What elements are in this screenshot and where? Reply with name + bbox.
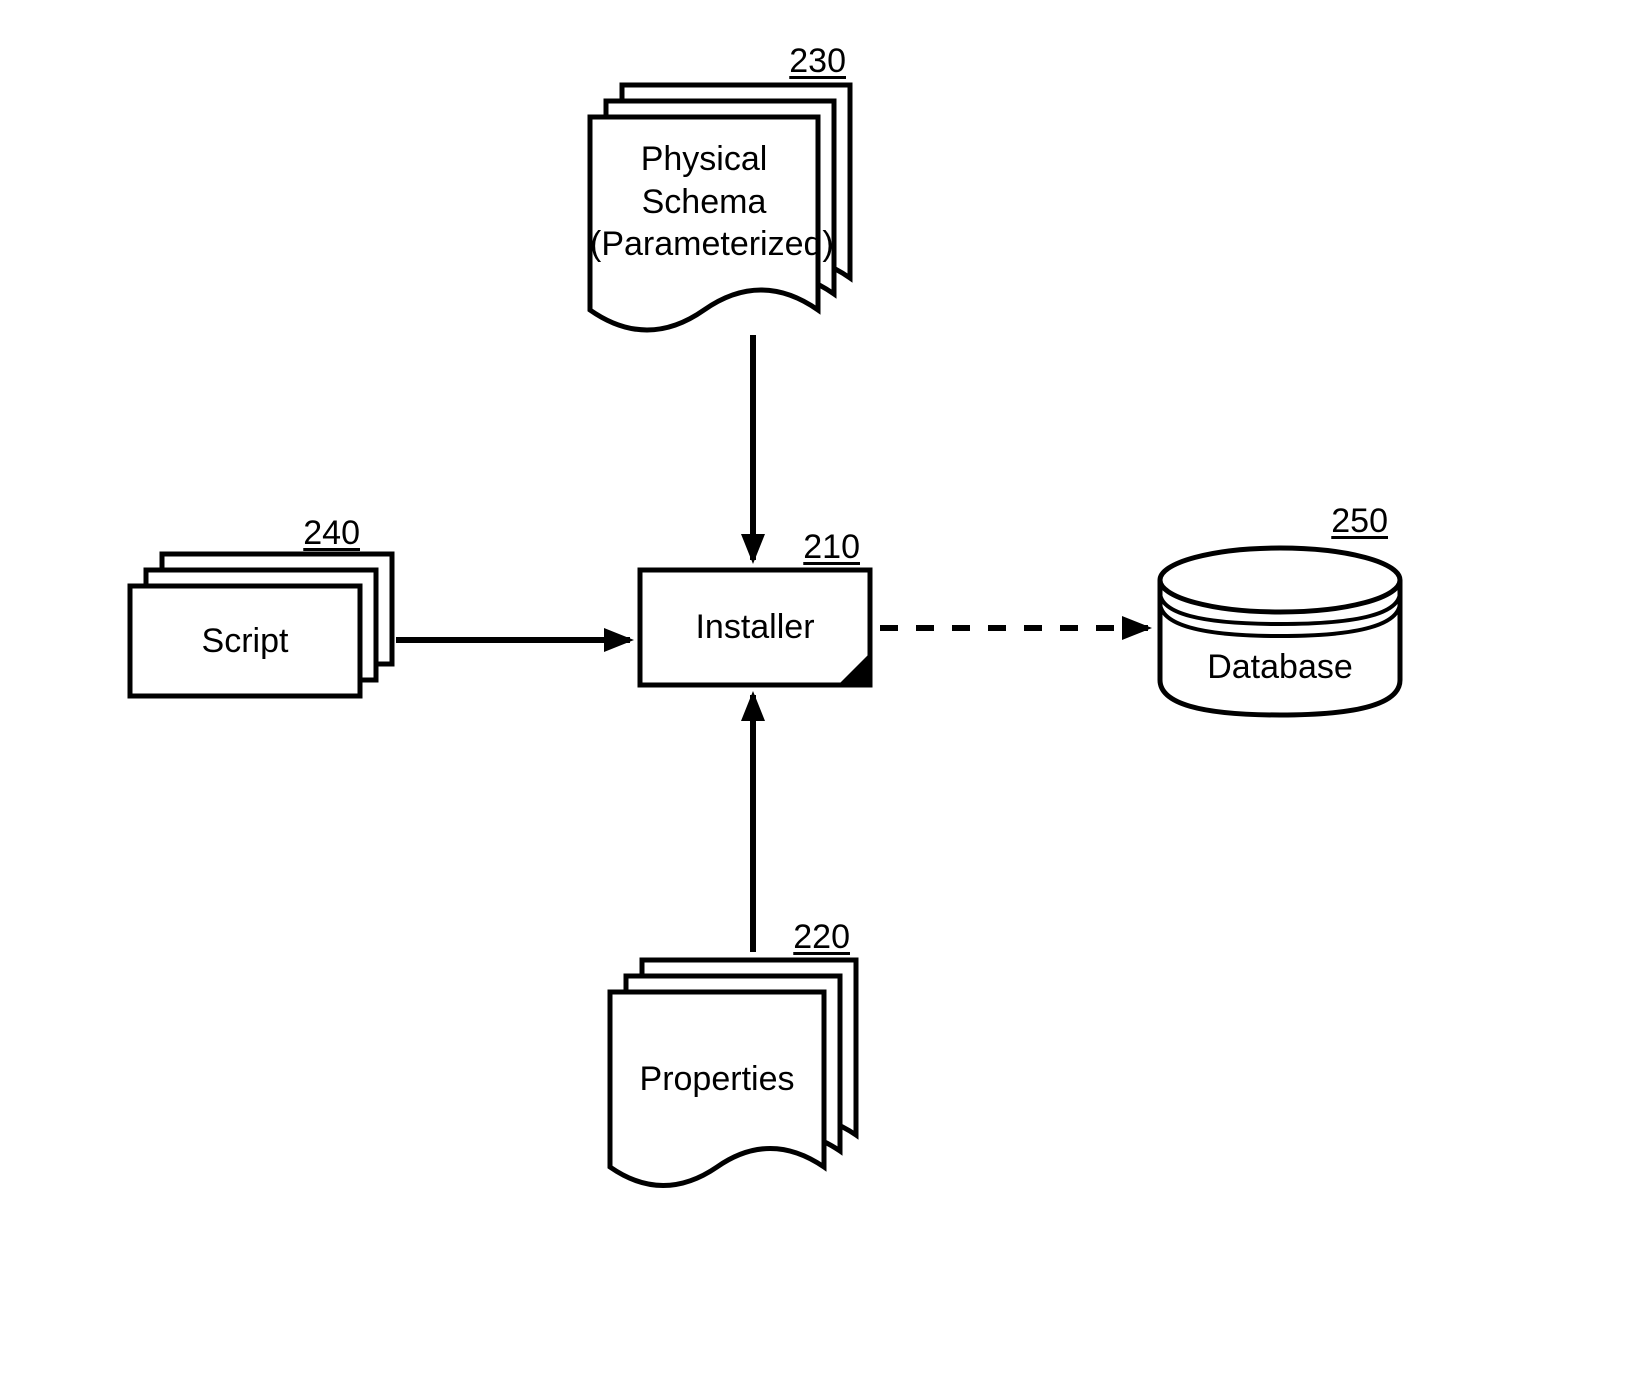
installer-ref: 210 [760, 528, 860, 567]
schema-line3: (Parameterized) [590, 223, 818, 266]
diagram-svg [0, 0, 1642, 1386]
properties-ref: 220 [750, 918, 850, 957]
schema-line2: Schema [590, 181, 818, 224]
schema-ref: 230 [746, 42, 846, 81]
flowchart-diagram: 230 240 210 250 220 Physical Schema (Par… [0, 0, 1642, 1386]
installer-label: Installer [640, 608, 870, 647]
schema-label: Physical Schema (Parameterized) [590, 138, 818, 266]
properties-label: Properties [608, 1060, 826, 1099]
script-ref: 240 [260, 514, 360, 553]
database-label: Database [1160, 648, 1400, 687]
database-node [1160, 548, 1400, 715]
database-ref: 250 [1288, 502, 1388, 541]
script-label: Script [130, 622, 360, 661]
schema-line1: Physical [590, 138, 818, 181]
